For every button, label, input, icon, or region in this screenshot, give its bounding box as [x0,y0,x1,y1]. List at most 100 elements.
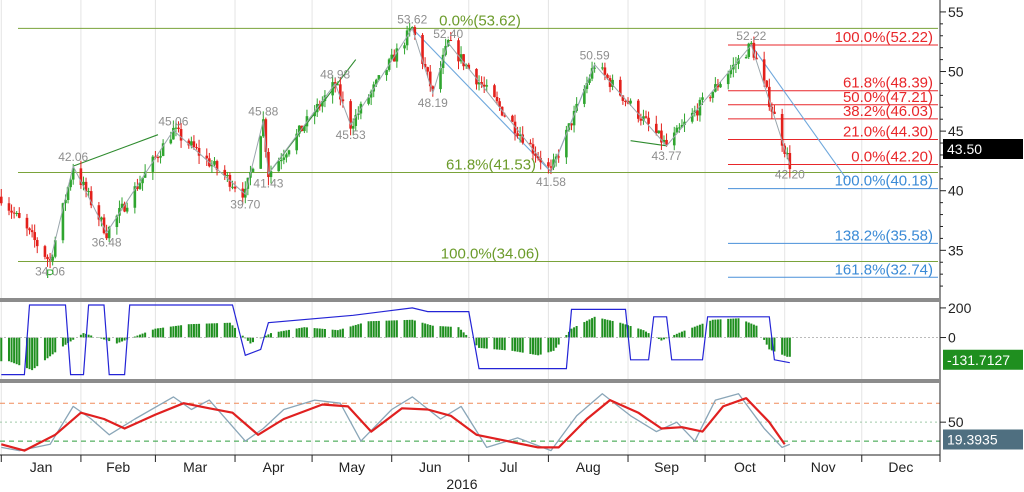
candle-body [12,212,16,214]
histogram-bar [280,331,283,338]
candle-body [765,80,769,87]
candle-body [654,123,658,134]
panel-separator-2[interactable] [0,379,940,383]
candle-body [169,139,173,144]
stoch-tick-label: 50 [948,414,964,430]
candle-body [716,84,720,88]
candle-body [534,153,537,156]
histogram-bar [31,337,34,371]
histogram-bar [665,337,668,339]
histogram-bar [54,337,57,353]
candle-body [313,112,316,117]
histogram-bar [498,337,501,350]
indicator-line [1,304,790,376]
candle-body [449,40,453,42]
candle-body [549,166,553,168]
candle-body [369,91,373,98]
histogram-bar [645,331,648,338]
candle-body [480,82,483,85]
histogram-bar [28,337,31,370]
histogram-bar [475,337,478,346]
histogram-bar [549,337,552,352]
histogram-bar [691,327,694,338]
pivot-label: 34.06 [35,265,65,279]
histogram-bar [732,318,735,338]
candle-body [747,43,751,58]
candle-body [719,84,722,88]
candle-body [241,188,245,198]
fib-label: 0.0%(42.20) [851,148,933,165]
candle-body [392,54,396,62]
histogram-bar [768,337,771,350]
candle-body [403,45,406,49]
histogram-bar [103,337,106,340]
histogram-bar [10,337,13,363]
panel-separators [0,298,940,383]
histogram-bar [593,316,596,338]
candle-body [159,155,162,158]
candle-body [341,99,345,102]
histogram-bar [727,318,730,338]
candle-body [377,75,381,80]
candle-body [213,161,216,165]
candle-body [136,186,139,189]
candle-body [503,115,507,117]
histogram-bar [424,323,427,338]
candle-body [752,42,756,58]
candle-body [690,112,694,122]
candle-body [161,143,165,156]
histogram-bar [501,337,504,350]
histogram-bar [519,337,522,353]
histogram-bar [788,337,791,357]
stoch-value-badge-bg [943,429,1023,450]
candle-body [539,158,542,163]
histogram-bar [711,319,714,338]
histogram-bar [431,325,434,338]
histogram-bar [49,337,52,357]
histogram-bar [51,337,54,355]
stoch-line-d [1,397,786,452]
histogram-bar [282,330,285,338]
histogram-bar [465,334,468,338]
candle-body [30,230,34,233]
fib-label: 21.0%(44.30) [843,123,933,140]
candle-body [773,111,776,114]
histogram-bar [36,337,39,367]
histogram-bar [683,330,686,338]
fib-label: 161.8%(32.74) [835,261,933,278]
candle-body [459,54,463,62]
fib-lines [18,27,938,278]
histogram-bar [334,329,337,338]
histogram-bar [521,337,524,353]
candle-body [285,154,288,158]
candle-body [554,156,558,160]
candle-body [780,113,784,146]
fib-label: 50.0%(47.21) [843,89,933,106]
histogram-bar [750,323,753,338]
candle-body [439,67,442,90]
panel-separator-1[interactable] [0,298,940,302]
histogram-bar [213,323,216,338]
indicator-value-badge: -131.7127 [947,352,1010,368]
histogram-bar [624,324,627,338]
histogram-bar [657,337,660,340]
pivot-label: 45.53 [336,128,366,142]
candle-body [762,59,766,81]
histogram-bar [503,337,506,351]
histogram-bar [449,326,452,338]
candle-body [195,147,198,149]
candle-body [639,118,643,121]
candle-body [647,117,650,124]
candle-body [215,161,219,170]
histogram-bar [696,325,699,338]
histogram-bar [90,335,93,338]
candle-body [374,79,378,85]
histogram-bar [249,337,252,344]
histogram-bar [303,327,306,338]
candle-body [100,217,103,220]
candle-body [680,124,684,128]
candle-body [66,187,70,200]
candle-body [629,100,632,104]
